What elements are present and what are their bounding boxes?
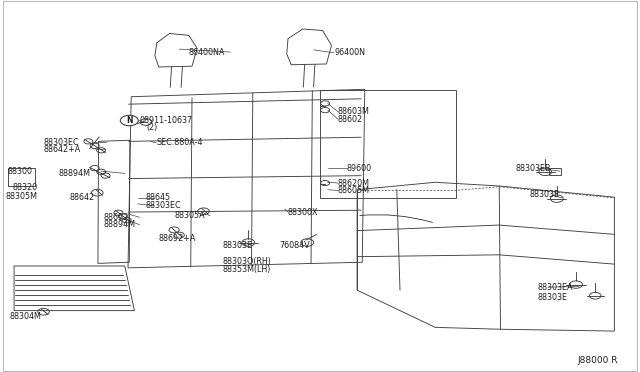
- Text: 88642+A: 88642+A: [44, 145, 81, 154]
- Text: N: N: [126, 116, 132, 125]
- Text: 88303EC: 88303EC: [146, 201, 182, 210]
- Text: 88303E: 88303E: [530, 190, 560, 199]
- Text: 88692: 88692: [104, 213, 129, 222]
- Text: SEC.880A-4: SEC.880A-4: [156, 138, 203, 147]
- Text: 88692+A: 88692+A: [159, 234, 196, 243]
- Text: 88645: 88645: [146, 193, 171, 202]
- Text: 88303EA: 88303EA: [538, 283, 573, 292]
- Text: 88300: 88300: [8, 167, 33, 176]
- Text: 88304M: 88304M: [10, 312, 42, 321]
- Text: 88300X: 88300X: [288, 208, 319, 217]
- Text: 88620M: 88620M: [338, 179, 370, 187]
- Text: 88353M(LH): 88353M(LH): [223, 265, 271, 274]
- Circle shape: [120, 115, 138, 126]
- Text: 96400N: 96400N: [334, 48, 365, 57]
- Text: 89600: 89600: [347, 164, 372, 173]
- Text: 88305A: 88305A: [174, 211, 205, 220]
- Text: 88303E: 88303E: [538, 293, 568, 302]
- Text: 08911-10637: 08911-10637: [140, 116, 193, 125]
- Text: (2): (2): [146, 124, 157, 132]
- Text: 88894M: 88894M: [59, 169, 91, 178]
- Bar: [549, 168, 561, 175]
- Text: 88303EC: 88303EC: [44, 138, 79, 147]
- Text: 88303O(RH): 88303O(RH): [223, 257, 271, 266]
- Bar: [320, 90, 456, 198]
- Text: J88000 R: J88000 R: [577, 356, 618, 365]
- Text: 86400NA: 86400NA: [189, 48, 225, 57]
- Text: 88303E: 88303E: [223, 241, 253, 250]
- Text: 76084V: 76084V: [279, 241, 310, 250]
- Text: 88642: 88642: [69, 193, 94, 202]
- Text: 88305M: 88305M: [5, 192, 37, 201]
- Text: 88605M: 88605M: [338, 186, 370, 195]
- Text: 88894M: 88894M: [104, 220, 136, 229]
- Text: 88602: 88602: [338, 115, 363, 124]
- Text: 88303EB: 88303EB: [516, 164, 551, 173]
- Text: 88603M: 88603M: [338, 107, 370, 116]
- Text: 88320: 88320: [13, 183, 38, 192]
- Bar: [8, 168, 35, 186]
